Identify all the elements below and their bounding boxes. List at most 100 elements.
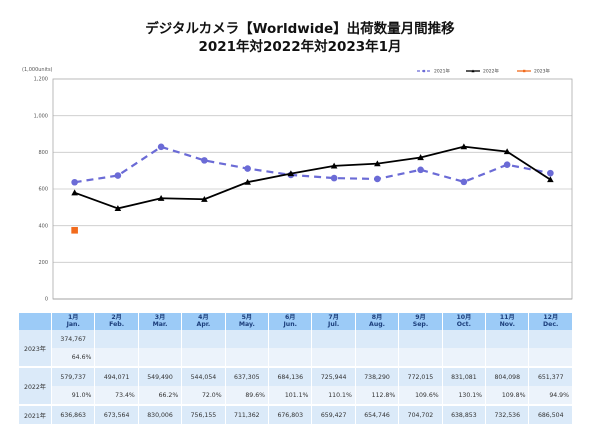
data-point-2021年 xyxy=(201,157,208,164)
month-jp: 4月 xyxy=(198,314,209,321)
month-en: Feb. xyxy=(109,320,125,328)
units-cell: 704,702 xyxy=(398,406,443,424)
legend: 2021年 2022年 2023年 xyxy=(417,68,550,75)
month-jp: 6月 xyxy=(284,314,296,321)
month-jp: 11月 xyxy=(499,314,515,321)
y-tick-label: 0 xyxy=(45,297,48,303)
ratio-cell xyxy=(181,348,226,366)
ratio-cell xyxy=(94,348,139,366)
units-cell: 831,081 xyxy=(442,368,487,386)
row-spacer-cell xyxy=(19,404,573,406)
ratio-cell: 130.1% xyxy=(442,386,487,404)
units-cell xyxy=(442,330,487,348)
ratio-cell xyxy=(225,348,270,366)
legend-label: 2023年 xyxy=(534,68,550,75)
y-tick-label: 600 xyxy=(38,187,48,193)
legend-marker-2021年 xyxy=(422,69,426,73)
month-en: Nov. xyxy=(499,320,515,328)
month-header: 12月 Dec. xyxy=(528,313,573,330)
units-cell: 494,071 xyxy=(94,368,139,386)
units-cell xyxy=(225,330,270,348)
month-en: May. xyxy=(238,320,255,328)
y-tick-label: 800 xyxy=(38,150,48,156)
units-cell: 638,853 xyxy=(442,406,487,424)
series-group xyxy=(71,143,554,234)
data-point-2022年 xyxy=(244,178,251,185)
units-cell: 544,054 xyxy=(181,368,226,386)
table-header-row: 1月 Jan. 2月 Feb. 3月 Mar. 4月 Apr. 5月 May. 6月 Jun. 7月 Ju… xyxy=(19,313,573,330)
month-header: 8月 Aug. xyxy=(355,313,400,330)
month-jp: 9月 xyxy=(415,314,426,321)
ratio-cell xyxy=(138,348,183,366)
data-point-2021年 xyxy=(547,169,554,177)
ratio-cell: 112.8% xyxy=(355,386,400,404)
series-line-2022年 xyxy=(74,145,551,210)
y-tick-label: 400 xyxy=(38,223,48,229)
month-header: 11月 Nov. xyxy=(485,313,530,330)
data-point-2022年 xyxy=(460,143,468,150)
line-chart: (1,000units) 0 200 400 600 800 1,000 1,200 202… xyxy=(22,67,573,303)
legend-label: 2022年 xyxy=(483,68,499,75)
table-row-ratio: 91.0% 73.4% 66.2% 72.0% 89.6% 101.1% 110.1% 112… xyxy=(19,386,573,404)
units-cell: 830,006 xyxy=(138,406,183,424)
ratio-cell xyxy=(355,348,400,366)
units-cell: 654,746 xyxy=(355,406,400,424)
data-point-2021年 xyxy=(417,166,424,174)
month-header: 6月 Jun. xyxy=(268,313,313,330)
ratio-cell: 72.0% xyxy=(181,386,226,404)
month-en: Jan. xyxy=(66,320,80,328)
ratio-cell: 110.1% xyxy=(311,386,356,404)
month-jp: 7月 xyxy=(328,314,339,321)
units-cell: 711,362 xyxy=(225,406,270,424)
units-cell xyxy=(528,330,573,348)
month-en: Jul. xyxy=(328,320,340,328)
series-line-2021年 xyxy=(74,145,551,184)
table-row: 2022年 579,737 494,071 549,490 544,054 637,305… xyxy=(19,368,573,404)
gridlines xyxy=(53,115,572,300)
data-point-2022年 xyxy=(330,162,338,169)
ratio-cell: 64.6% xyxy=(51,348,96,366)
month-en: Sep. xyxy=(412,320,429,328)
row-spacer xyxy=(19,404,573,406)
units-cell: 659,427 xyxy=(311,406,356,424)
data-point-2021年 xyxy=(330,174,338,182)
month-header: 2月 Feb. xyxy=(94,313,139,330)
data-point-2021年 xyxy=(114,172,122,179)
units-cell: 725,944 xyxy=(311,368,356,386)
month-jp: 8月 xyxy=(371,314,383,321)
ratio-cell xyxy=(268,348,313,366)
ratio-cell: 101.1% xyxy=(268,386,313,404)
ratio-cell xyxy=(485,348,530,366)
month-en: Dec. xyxy=(543,320,559,328)
chart-title-line2: 2021年対2022年対2023年1月 xyxy=(198,39,402,55)
table-row: 2023年 374,767 xyxy=(19,330,573,366)
month-header: 3月 Mar. xyxy=(138,313,183,330)
units-cell: 579,737 xyxy=(51,368,96,386)
units-cell: 738,290 xyxy=(355,368,400,386)
data-point-2022年 xyxy=(547,176,554,183)
year-label: 2021年 xyxy=(19,406,52,424)
units-cell xyxy=(181,330,226,348)
month-jp: 3月 xyxy=(154,314,166,321)
row-spacer-cell xyxy=(19,366,573,368)
units-cell: 804,098 xyxy=(485,368,530,386)
units-cell: 374,767 xyxy=(51,330,96,348)
month-jp: 12月 xyxy=(543,314,559,321)
data-point-2023年 xyxy=(71,226,78,234)
units-cell: 772,015 xyxy=(398,368,443,386)
month-header: 7月 Jul. xyxy=(311,313,356,330)
units-cell: 676,803 xyxy=(268,406,313,424)
units-cell: 549,490 xyxy=(138,368,183,386)
units-cell: 636,863 xyxy=(51,406,96,424)
month-en: Jun. xyxy=(283,320,297,328)
ratio-cell xyxy=(528,348,573,366)
legend-marker-2022年 xyxy=(471,69,475,73)
chart-title-line1: デジタルカメラ【Worldwide】出荷数量月間推移 xyxy=(145,21,455,37)
header-blank xyxy=(19,313,52,330)
y-axis-ticks: 0 200 400 600 800 1,000 1,200 xyxy=(34,77,48,303)
units-cell xyxy=(311,330,356,348)
month-en: Mar. xyxy=(152,320,168,328)
month-en: Apr. xyxy=(196,320,211,328)
data-point-2022年 xyxy=(114,205,122,212)
data-point-2021年 xyxy=(460,178,468,186)
